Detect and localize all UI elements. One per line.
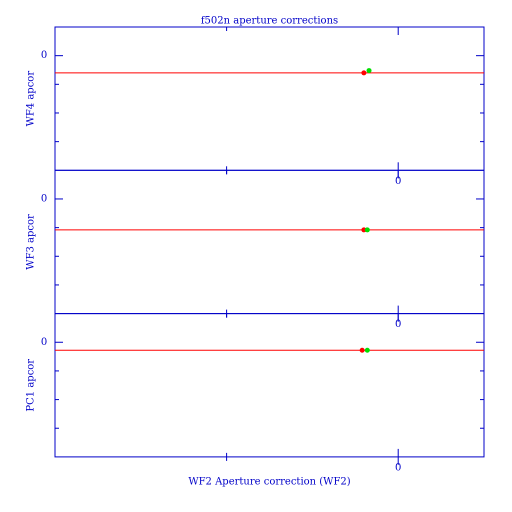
data-point xyxy=(364,347,370,353)
data-point xyxy=(361,227,367,233)
data-point xyxy=(359,347,365,353)
y-tick-label: 0 xyxy=(41,337,47,348)
y-axis-label: WF3 apcor xyxy=(26,214,37,270)
x-tick-label: 0 xyxy=(395,319,401,330)
data-point xyxy=(366,68,372,74)
y-axis-label: PC1 apcor xyxy=(26,359,37,412)
data-point xyxy=(364,227,370,233)
plot-frame xyxy=(54,26,485,171)
plot-frame xyxy=(54,313,485,458)
data-point xyxy=(361,70,367,76)
y-tick-label: 0 xyxy=(41,193,47,204)
x-tick-label: 0 xyxy=(395,176,401,187)
chart-title: f502n aperture corrections xyxy=(201,16,338,27)
x-axis-label: WF2 Aperture correction (WF2) xyxy=(188,476,350,487)
plot-frame xyxy=(54,169,485,315)
y-axis-label: WF4 apcor xyxy=(26,71,37,127)
x-tick-label: 0 xyxy=(395,462,401,473)
y-tick-label: 0 xyxy=(41,50,47,61)
